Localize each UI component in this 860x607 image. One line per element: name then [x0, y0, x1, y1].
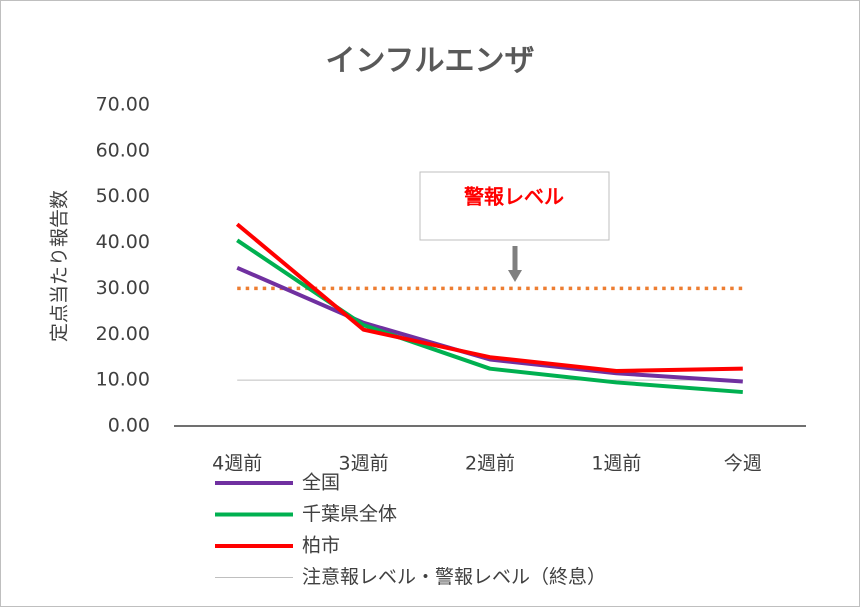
- x-tick-label: 2週前: [465, 453, 515, 475]
- x-tick-label: 今週: [724, 453, 762, 475]
- y-tick-label: 70.00: [96, 94, 150, 116]
- y-tick-label: 30.00: [96, 277, 150, 299]
- line-series: [235, 222, 743, 373]
- y-tick-label: 0.00: [108, 415, 150, 437]
- x-tick-label: 1週前: [591, 453, 641, 475]
- legend-label: 柏市: [302, 535, 340, 557]
- x-tick-label: 4週前: [212, 453, 262, 475]
- line-series: [236, 265, 743, 384]
- legend-label: 千葉県全体: [302, 503, 397, 525]
- callout-box: [419, 171, 610, 241]
- x-tick-label: 3週前: [339, 453, 389, 475]
- callout-arrowhead: [508, 270, 522, 282]
- callout-label: 警報レベル: [464, 185, 564, 209]
- y-tick-label: 20.00: [96, 323, 150, 345]
- chart-title: インフルエンザ: [325, 44, 534, 79]
- y-axis-label: 定点当たり報告数: [49, 190, 71, 342]
- y-tick-label: 60.00: [96, 139, 150, 161]
- y-tick-label: 10.00: [96, 369, 150, 391]
- y-tick-label: 50.00: [96, 185, 150, 207]
- y-tick-label: 40.00: [96, 231, 150, 253]
- legend-label: 注意報レベル・警報レベル（終息）: [302, 566, 606, 588]
- legend-label: 全国: [302, 472, 340, 494]
